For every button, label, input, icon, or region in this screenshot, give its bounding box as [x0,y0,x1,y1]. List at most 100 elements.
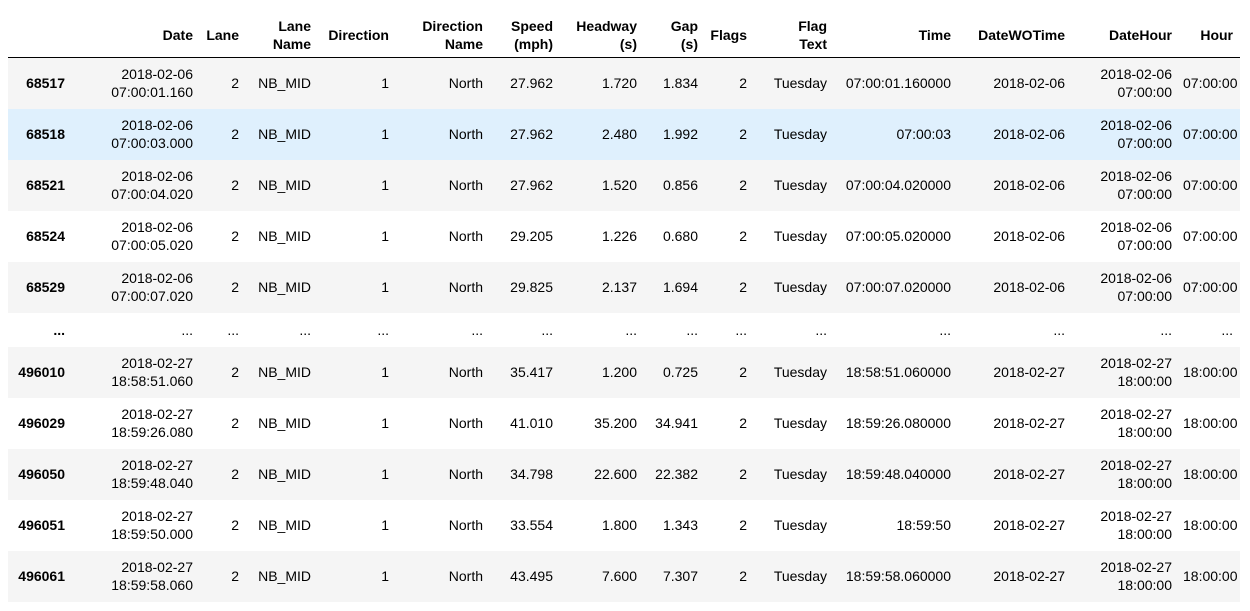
cell-hour: 18:00:00 [1183,568,1238,584]
cell-date-time: 07:00:01.160 [111,84,193,101]
cell-lane-name: NB_MID [258,364,311,380]
cell-datehour-time: 18:00:00 [1117,577,1173,593]
ellipsis-row: ... ... ... ... ... ... ... ... ... ... … [8,312,1240,347]
table-row: 496051 2018-02-27 18:59:50.000 2 NB_MID 1… [8,499,1240,551]
cell-datehour-time: 18:00:00 [1117,475,1173,491]
header-time: Time [834,12,958,58]
row-index: 496051 [18,517,65,533]
cell-date-day: 2018-02-27 [121,406,193,422]
cell-lane-name-ellipsis: ... [299,321,311,338]
cell-datehour-day: 2018-02-27 [1100,355,1172,371]
cell-gap: 1.834 [662,75,698,92]
cell-flags: 2 [739,279,747,295]
cell-direction: 1 [381,415,389,431]
header-datehour: DateHour [1072,12,1179,58]
cell-flags: 2 [739,126,747,142]
cell-date-day: 2018-02-27 [121,508,193,524]
cell-datehour: 2018-02-27 18:00:00 [1072,398,1179,449]
row-index: 68518 [26,126,65,142]
header-datewotime: DateWOTime [958,12,1072,58]
cell-date-time: 18:59:50.000 [111,526,193,542]
cell-speed: 33.554 [510,517,553,533]
cell-time: 18:59:50 [896,517,952,533]
cell-datehour: 2018-02-27 18:00:00 [1072,500,1179,551]
cell-date-ellipsis: ... [181,321,193,338]
cell-hour: 07:00:00 [1183,177,1238,193]
header-flag-text-line1: Flag [798,17,827,34]
cell-hour: 07:00:00 [1183,228,1238,244]
cell-gap: 1.992 [662,126,698,142]
cell-datehour: 2018-02-06 07:00:00 [1072,160,1179,211]
cell-speed: 27.962 [510,177,553,193]
cell-datehour-day: 2018-02-27 [1100,406,1172,422]
cell-flags: 2 [739,177,747,193]
cell-datehour-day: 2018-02-06 [1100,66,1172,83]
cell-datehour-time: 07:00:00 [1117,288,1173,304]
cell-datehour: 2018-02-06 07:00:00 [1072,58,1179,109]
cell-date-day: 2018-02-27 [121,355,193,371]
cell-lane: 2 [231,568,239,584]
cell-headway: 1.200 [601,364,637,380]
cell-datehour-day: 2018-02-06 [1100,270,1172,286]
cell-flags: 2 [739,75,747,92]
cell-speed: 35.417 [510,364,553,380]
cell-datewotime: 2018-02-27 [993,568,1065,584]
cell-hour-ellipsis: ... [1221,321,1233,338]
table-row: 496010 2018-02-27 18:58:51.060 2 NB_MID 1… [8,346,1240,398]
header-lane: Lane [200,12,246,58]
cell-direction-name: North [448,568,483,584]
dataframe-table: Date Lane Lane Name Direction Direction Na… [8,12,1240,602]
cell-date-time: 18:58:51.060 [111,373,193,389]
cell-direction: 1 [381,126,389,142]
row-index-ellipsis: ... [53,321,65,338]
cell-flags: 2 [739,415,747,431]
cell-flags: 2 [739,517,747,533]
cell-gap-ellipsis: ... [686,321,698,338]
header-headway: Headway (s) [560,12,644,58]
cell-headway: 22.600 [594,466,637,482]
cell-date-time: 07:00:07.020 [111,288,193,304]
cell-datehour: 2018-02-27 18:00:00 [1072,551,1179,602]
cell-lane-name: NB_MID [258,228,311,244]
cell-flag-text: Tuesday [773,75,827,92]
cell-flag-text: Tuesday [773,279,827,295]
cell-datewotime: 2018-02-06 [993,279,1065,295]
cell-datehour-day: 2018-02-27 [1100,508,1172,524]
cell-direction: 1 [381,364,389,380]
header-headway-line2: (s) [619,35,637,52]
cell-flags: 2 [739,568,747,584]
cell-headway: 1.720 [601,75,637,92]
cell-datewotime: 2018-02-27 [993,415,1065,431]
cell-direction-name: North [448,126,483,142]
cell-flag-text: Tuesday [773,415,827,431]
cell-direction-name: North [448,364,483,380]
cell-lane: 2 [231,279,239,295]
cell-direction-name: North [448,75,483,92]
cell-headway: 35.200 [594,415,637,431]
cell-lane: 2 [231,228,239,244]
cell-speed-ellipsis: ... [541,321,553,338]
cell-date: 2018-02-27 18:59:26.080 [72,398,200,449]
header-date: Date [72,12,200,58]
cell-date-day: 2018-02-06 [121,66,193,83]
cell-speed: 27.962 [510,126,553,142]
cell-flag-text: Tuesday [773,364,827,380]
cell-lane-name: NB_MID [258,466,311,482]
header-flags: Flags [705,12,754,58]
cell-time-ellipsis: ... [939,321,951,338]
cell-datehour-time: 18:00:00 [1117,526,1173,542]
row-index: 496050 [18,466,65,482]
cell-date-day: 2018-02-06 [121,219,193,235]
header-flag-text-line2: Text [799,35,827,52]
cell-lane: 2 [231,517,239,533]
cell-speed: 27.962 [510,75,553,92]
row-index: 496029 [18,415,65,431]
header-gap-line2: (s) [680,35,698,52]
header-speed-line2: (mph) [514,35,553,52]
cell-datehour: 2018-02-27 18:00:00 [1072,347,1179,398]
cell-direction-name: North [448,415,483,431]
header-lane-name-line1: Lane [278,17,311,34]
cell-headway: 2.137 [601,279,637,295]
cell-date-time: 07:00:04.020 [111,186,193,202]
cell-lane-name: NB_MID [258,177,311,193]
